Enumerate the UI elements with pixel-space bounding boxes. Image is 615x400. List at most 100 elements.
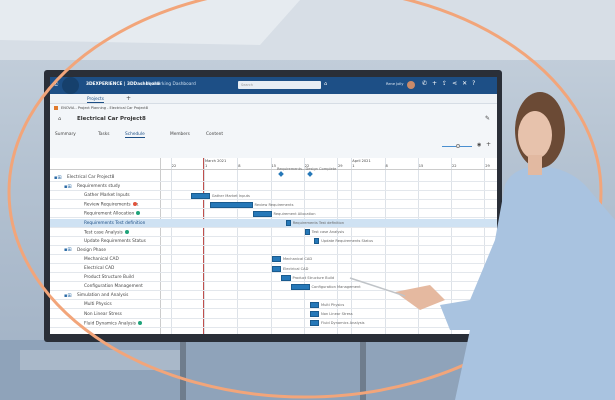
add-icon[interactable]: +	[486, 141, 492, 148]
project-icon: ▪⊞	[64, 292, 72, 299]
task-row[interactable]: ▪⊞ Requirements study	[50, 182, 497, 192]
task-name[interactable]: Non Linear Stress	[84, 312, 122, 317]
task-name-text: Configuration Management	[84, 284, 143, 290]
grid-line	[204, 158, 205, 334]
task-row[interactable]: Mechanical CAD Mechanical CAD	[50, 255, 497, 264]
gantt-bar[interactable]	[281, 274, 291, 281]
grid-line	[237, 158, 238, 334]
hand	[395, 285, 445, 310]
avatar[interactable]	[407, 81, 415, 89]
eye-icon[interactable]: ◉	[477, 142, 482, 148]
zoom-slider-handle[interactable]	[456, 144, 460, 148]
task-name-text: Requirements Test definition	[84, 220, 146, 226]
gantt-bar[interactable]	[290, 283, 310, 290]
task-name[interactable]: Electrical Car Project8	[67, 175, 114, 180]
task-name[interactable]: Design Phase	[77, 248, 106, 253]
task-name[interactable]: Gather Market Inputs	[84, 193, 130, 198]
gantt-bar-label: Test case Analysis	[311, 230, 345, 235]
search-input[interactable]: Search	[238, 81, 321, 89]
grid-line	[337, 158, 338, 334]
tag-icon[interactable]: ⌂	[324, 81, 328, 87]
tick-label: 8	[385, 164, 388, 168]
ceiling-panel	[0, 0, 300, 45]
task-row[interactable]: Electrical CAD Electrical CAD	[50, 264, 497, 273]
task-name[interactable]: Mechanical CAD	[84, 257, 119, 262]
task-name[interactable]: Multi Physics	[84, 302, 112, 307]
gantt-bar[interactable]	[309, 311, 319, 317]
add-tab-button[interactable]: +	[126, 95, 132, 102]
task-row[interactable]: Review Requirements 1 Review Requirements	[50, 200, 497, 210]
gantt-bar[interactable]	[309, 320, 319, 327]
gantt-bar-label: Requirement Allocation	[273, 211, 316, 216]
task-name-text: Mechanical CAD	[84, 256, 119, 262]
breadcrumb: ENOVIA - Project Planning - Electrical C…	[61, 105, 149, 110]
home-icon[interactable]: ⌂	[58, 116, 62, 122]
column-divider[interactable]	[160, 158, 161, 334]
tick-label: 8	[238, 164, 241, 168]
task-name-text: Test case Analysis	[84, 230, 123, 236]
tab-schedule[interactable]: Schedule	[125, 132, 145, 138]
gantt-bar[interactable]	[209, 201, 253, 208]
task-name[interactable]: Fluid Dynamics Analysis	[84, 320, 142, 326]
dashboard-selector[interactable]: My Working Dashboard	[146, 82, 196, 87]
task-row[interactable]: Product Structure Build Product Structure…	[50, 273, 497, 283]
task-row[interactable]: ▪⊞ Simulation and Analysis	[50, 291, 497, 301]
gantt-bar-label: Mechanical CAD	[283, 257, 313, 262]
tick-label: 22	[452, 164, 457, 168]
tick-label: 22	[171, 164, 177, 168]
task-name[interactable]: Review Requirements 1	[84, 202, 139, 208]
grid-line	[170, 158, 172, 334]
task-name[interactable]: Configuration Management	[84, 284, 143, 289]
task-row[interactable]: Update Requirements Status Update Require…	[50, 237, 497, 246]
tab-projects[interactable]: Projects	[87, 96, 104, 103]
tab-content[interactable]: Content	[206, 132, 224, 137]
3ds-logo-icon: 𝔇	[54, 81, 59, 88]
toolbar-icons[interactable]: ✆+⇪⋖✕?	[422, 80, 481, 87]
gantt-bar[interactable]	[314, 238, 320, 245]
gantt-bar-label: Update Requirements Status	[321, 239, 373, 244]
task-row[interactable]: Requirement Allocation Requirement Alloca…	[50, 209, 497, 219]
task-row[interactable]: Gather Market Inputs Gather Market Inputs	[50, 191, 497, 201]
task-row[interactable]: ▪⊞ Design Phase	[50, 246, 497, 255]
task-row[interactable]: Multi Physics Multi Physics	[50, 300, 497, 310]
tab-summary[interactable]: Summary	[55, 132, 76, 137]
tab-members[interactable]: Members	[170, 132, 190, 137]
tab-tasks[interactable]: Tasks	[98, 132, 110, 137]
gantt-bar[interactable]	[190, 192, 210, 199]
task-name[interactable]: Requirements study	[77, 184, 120, 189]
task-name[interactable]: Update Requirements Status	[84, 239, 146, 244]
task-name[interactable]: Product Structure Build	[84, 275, 134, 280]
gantt-bar[interactable]	[304, 229, 310, 236]
task-name[interactable]: Requirement Allocation	[84, 211, 141, 217]
gantt-bar-label: Requirements Test definition	[292, 221, 345, 225]
month-label: April 2021	[352, 159, 371, 163]
gantt-bar[interactable]	[309, 301, 319, 308]
task-name-text: Requirements study	[77, 184, 121, 190]
gantt-bar[interactable]	[271, 265, 281, 272]
gantt-bar[interactable]	[271, 256, 281, 263]
task-row[interactable]: Fluid Dynamics Analysis Fluid Dynamics An…	[50, 319, 497, 328]
task-name[interactable]: Simulation and Analysis	[77, 293, 128, 298]
gantt-bar[interactable]	[285, 220, 291, 226]
gantt-bar-label: Electrical CAD	[283, 266, 309, 271]
task-row[interactable]: Requirements Test definition Requirements…	[50, 218, 497, 228]
orange-ring	[7, 0, 603, 399]
user-name[interactable]: Rene Jolly	[386, 82, 404, 86]
gantt-bar[interactable]	[252, 210, 272, 217]
tick-label: 15	[271, 164, 277, 168]
desk	[20, 350, 180, 370]
gantt-bar-label: Gather Market Inputs	[211, 193, 250, 198]
task-name-text: Product Structure Build	[84, 275, 134, 281]
compass-icon[interactable]	[62, 77, 79, 94]
task-name[interactable]: Requirements Test definition	[84, 221, 145, 226]
status-badge	[132, 202, 137, 207]
task-row[interactable]: Test case Analysis Test case Analysis	[50, 228, 497, 237]
task-name-text: Electrical CAD	[84, 266, 115, 271]
task-name[interactable]: Electrical CAD	[84, 266, 114, 271]
edit-icon[interactable]: ✎	[485, 115, 491, 122]
task-row[interactable]: ▪⊞ Electrical Car Project8	[50, 173, 497, 182]
task-name[interactable]: Test case Analysis	[84, 229, 129, 236]
task-row[interactable]: Non Linear Stress Non Linear Stress	[50, 310, 497, 319]
task-row[interactable]: Configuration Management Configuration Ma…	[50, 282, 497, 292]
